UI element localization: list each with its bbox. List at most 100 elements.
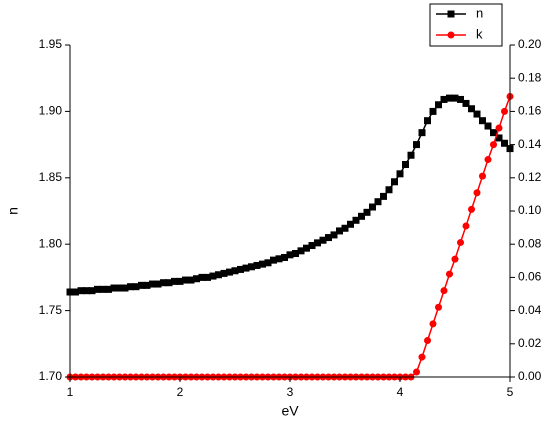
data-point — [495, 124, 503, 132]
data-point — [160, 279, 167, 287]
data-point — [275, 255, 283, 263]
plot-area — [66, 92, 514, 381]
data-point — [330, 231, 338, 239]
data-point — [138, 281, 145, 289]
data-point — [435, 303, 442, 311]
data-point — [347, 220, 354, 228]
x-tick-label: 1 — [67, 385, 74, 399]
data-point — [451, 255, 459, 263]
data-point — [270, 256, 277, 264]
data-point — [363, 208, 371, 216]
data-point — [396, 170, 404, 178]
data-point — [457, 239, 464, 247]
y2-tick-label: 0.10 — [518, 203, 542, 217]
data-point — [424, 336, 431, 344]
data-point — [297, 247, 305, 255]
data-point — [490, 129, 497, 137]
data-point — [407, 151, 415, 159]
data-point — [83, 287, 90, 295]
y-tick-label: 1.80 — [39, 236, 63, 250]
data-point — [473, 110, 481, 118]
data-point — [204, 273, 211, 281]
data-point — [424, 117, 431, 125]
data-point — [116, 284, 123, 292]
data-point — [193, 275, 200, 283]
data-point — [429, 320, 437, 328]
data-point — [286, 251, 294, 259]
data-point — [237, 265, 244, 273]
data-point — [165, 279, 173, 287]
data-point — [501, 139, 508, 147]
data-point — [303, 244, 310, 252]
data-point — [451, 94, 459, 102]
y2-tick-label: 0.02 — [518, 336, 542, 350]
data-point — [413, 141, 420, 149]
x-tick-label: 2 — [177, 385, 184, 399]
y2-tick-label: 0.04 — [518, 303, 542, 317]
data-point — [187, 276, 195, 284]
data-point — [468, 205, 475, 213]
data-point — [462, 222, 470, 230]
data-point — [336, 227, 343, 235]
data-point — [369, 203, 376, 211]
data-point — [446, 270, 453, 278]
data-point — [127, 283, 134, 291]
data-point — [88, 287, 96, 295]
data-point — [110, 284, 118, 292]
x-axis-label: eV — [281, 403, 299, 419]
data-point — [242, 264, 250, 272]
data-point — [501, 107, 508, 115]
data-point — [325, 234, 332, 242]
data-point — [418, 353, 426, 361]
data-point — [72, 288, 79, 296]
data-point — [495, 134, 503, 142]
data-point — [105, 285, 112, 293]
legend-label: k — [476, 26, 483, 41]
data-point — [435, 101, 442, 109]
data-point — [226, 268, 233, 276]
data-point — [149, 280, 156, 288]
y-tick-label: 1.70 — [39, 369, 63, 383]
data-point — [374, 198, 382, 206]
data-point — [391, 178, 398, 186]
data-point — [319, 236, 327, 244]
data-point — [209, 272, 217, 280]
data-point — [440, 95, 448, 103]
y2-tick-label: 0.12 — [518, 170, 542, 184]
series-line — [70, 96, 511, 378]
data-point — [198, 273, 206, 281]
y2-tick-label: 0.20 — [518, 37, 542, 51]
data-point — [413, 368, 420, 376]
y2-tick-label: 0.16 — [518, 104, 542, 118]
data-point — [99, 285, 107, 293]
data-point — [479, 117, 486, 125]
data-point — [154, 280, 162, 288]
data-point — [358, 212, 365, 220]
data-point — [402, 161, 409, 169]
data-point — [264, 259, 272, 267]
data-point — [143, 281, 151, 289]
y2-tick-label: 0.14 — [518, 137, 542, 151]
data-point — [77, 287, 85, 295]
x-tick-label: 4 — [397, 385, 404, 399]
data-point — [484, 122, 492, 130]
legend — [429, 3, 503, 47]
y-tick-label: 1.85 — [39, 170, 63, 184]
data-point — [490, 141, 497, 149]
data-point — [385, 186, 393, 194]
data-point — [215, 271, 222, 279]
data-point — [418, 129, 426, 137]
data-point — [253, 261, 261, 269]
data-point — [468, 105, 475, 113]
data-point — [248, 263, 255, 271]
data-point — [440, 287, 448, 295]
data-point — [259, 260, 266, 268]
data-point — [473, 189, 481, 197]
legend-marker — [447, 31, 455, 39]
y2-tick-label: 0.18 — [518, 70, 542, 84]
data-point — [292, 249, 299, 257]
y-tick-label: 1.75 — [39, 303, 63, 317]
data-point — [176, 277, 184, 285]
data-point — [341, 224, 349, 232]
